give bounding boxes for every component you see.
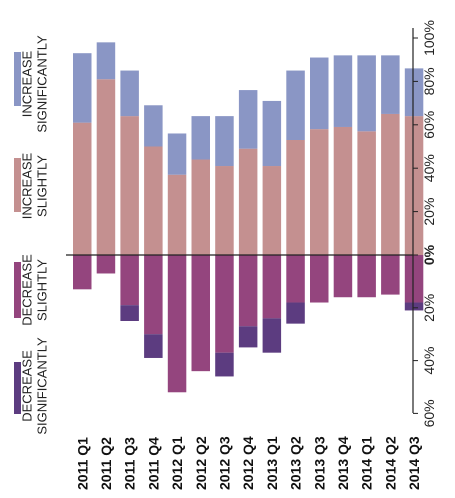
x-tick-label-2012-q4: 2012 Q4 — [240, 436, 256, 490]
bar-decrease-slightly-2013-q3 — [310, 255, 329, 303]
x-tick-label-2013-q4: 2013 Q4 — [335, 436, 351, 490]
bar-increase-slightly-2011-q1 — [73, 122, 92, 255]
bar-decrease-significantly-2013-q2 — [286, 302, 305, 324]
bars-layer — [73, 42, 424, 393]
x-tick-label-2013-q1: 2013 Q1 — [264, 436, 280, 490]
bar-decrease-slightly-2011-q4 — [144, 255, 163, 335]
bar-increase-slightly-2013-q4 — [333, 126, 353, 255]
bar-decrease-slightly-2013-q2 — [286, 255, 305, 303]
y-tick-label-20-down: 20% — [421, 294, 437, 322]
bar-decrease-significantly-2014-q3 — [404, 302, 424, 311]
bar-increase-significantly-2013-q2 — [286, 70, 305, 140]
bar-increase-significantly-2013-q4 — [333, 55, 353, 127]
y-tick-label-0-up: 0% — [421, 244, 437, 265]
bar-decrease-significantly-2011-q3 — [120, 305, 139, 321]
legend-label-decrease-slightly-1: SLIGHTLY — [35, 259, 50, 321]
bar-decrease-slightly-2014-q2 — [381, 255, 400, 295]
bar-increase-slightly-2011-q2 — [96, 79, 116, 255]
bar-decrease-slightly-2013-q4 — [333, 255, 353, 298]
bar-increase-significantly-2011-q2 — [96, 42, 116, 80]
bar-increase-significantly-2011-q1 — [73, 53, 92, 123]
x-tick-label-2012-q2: 2012 Q2 — [193, 436, 209, 490]
bar-increase-slightly-2013-q3 — [310, 129, 329, 255]
bar-increase-significantly-2011-q3 — [120, 70, 139, 117]
bar-decrease-significantly-2012-q4 — [238, 326, 258, 348]
bar-increase-significantly-2012-q4 — [238, 90, 258, 149]
x-labels-layer: 2011 Q1 2011 Q2 2011 Q3 2011 Q4 2012 Q1 2012 … — [74, 436, 422, 490]
legend-label-decrease-significantly-1: SIGNIFICANTLY — [35, 337, 50, 435]
bar-increase-slightly-2012-q4 — [238, 148, 258, 255]
bar-decrease-slightly-2012-q1 — [167, 255, 187, 393]
bar-decrease-slightly-2014-q1 — [357, 255, 376, 298]
bar-increase-slightly-2011-q3 — [120, 116, 139, 256]
bar-increase-slightly-2012-q2 — [191, 159, 210, 255]
y-tick-label-40-up: 40% — [421, 154, 437, 182]
bar-increase-significantly-2013-q3 — [310, 57, 329, 130]
x-tick-label-2011-q1: 2011 Q1 — [74, 437, 90, 490]
y-tick-label-40-down: 40% — [421, 347, 437, 375]
x-tick-label-2014-q2: 2014 Q2 — [382, 436, 398, 490]
bar-increase-significantly-2011-q4 — [144, 105, 163, 147]
x-tick-label-2012-q3: 2012 Q3 — [216, 436, 232, 490]
axis-layer: 0% 20% 40% 60% 80% 100% 20% 40% 60% — [66, 20, 437, 427]
bar-decrease-significantly-2012-q3 — [215, 352, 234, 377]
bar-increase-slightly-2014-q3 — [404, 116, 424, 256]
bar-increase-slightly-2011-q4 — [144, 146, 163, 255]
bar-increase-significantly-2012-q1 — [167, 133, 187, 175]
x-tick-label-2014-q1: 2014 Q1 — [359, 436, 375, 490]
bar-decrease-significantly-2011-q4 — [144, 334, 163, 358]
bar-decrease-slightly-2014-q3 — [404, 255, 424, 303]
bar-decrease-slightly-2012-q3 — [215, 255, 234, 353]
bar-increase-slightly-2013-q1 — [262, 166, 282, 255]
bar-increase-significantly-2012-q2 — [191, 116, 210, 160]
bar-increase-significantly-2014-q1 — [357, 55, 376, 132]
x-tick-label-2011-q3: 2011 Q3 — [122, 437, 138, 490]
legend-label-increase-significantly-0: INCREASE — [20, 50, 35, 117]
bar-decrease-significantly-2013-q1 — [262, 318, 282, 353]
bar-increase-slightly-2013-q2 — [286, 139, 305, 255]
bar-increase-slightly-2014-q2 — [381, 113, 400, 255]
legend-swatch-decrease-significantly — [14, 362, 21, 414]
bar-increase-significantly-2014-q2 — [381, 55, 400, 114]
x-tick-label-2011-q2: 2011 Q2 — [98, 437, 114, 490]
bar-increase-slightly-2012-q1 — [167, 174, 187, 255]
bar-increase-slightly-2012-q3 — [215, 166, 234, 255]
legend-label-decrease-slightly-0: DECREASE — [20, 254, 35, 326]
x-tick-label-2014-q3: 2014 Q3 — [406, 436, 422, 490]
y-tick-label-20-up: 20% — [421, 198, 437, 226]
legend-label-increase-slightly-1: SLIGHTLY — [35, 155, 50, 217]
bar-increase-significantly-2013-q1 — [262, 100, 282, 167]
legend-swatch-decrease-slightly — [14, 262, 21, 318]
x-tick-label-2012-q1: 2012 Q1 — [169, 436, 185, 490]
x-tick-label-2011-q4: 2011 Q4 — [145, 437, 161, 490]
bar-decrease-slightly-2012-q2 — [191, 255, 210, 372]
x-tick-label-2013-q2: 2013 Q2 — [288, 436, 304, 490]
legend-swatch-increase-significantly — [14, 52, 21, 106]
bar-decrease-slightly-2013-q1 — [262, 255, 282, 319]
legend-label-decrease-significantly-0: DECREASE — [20, 350, 35, 422]
bar-decrease-slightly-2011-q3 — [120, 255, 139, 306]
y-tick-label-80-up: 80% — [421, 67, 437, 95]
bar-increase-significantly-2014-q3 — [404, 68, 424, 117]
y-tick-label-100-up: 100% — [421, 20, 437, 56]
bar-decrease-slightly-2012-q4 — [238, 255, 258, 327]
legend-label-increase-slightly-0: INCREASE — [20, 152, 35, 219]
legend-label-increase-significantly-1: SIGNIFICANTLY — [35, 35, 50, 133]
y-tick-label-60-down: 60% — [421, 399, 437, 427]
bar-decrease-slightly-2011-q1 — [73, 255, 92, 290]
x-tick-label-2013-q3: 2013 Q3 — [311, 436, 327, 490]
y-tick-label-60-up: 60% — [421, 111, 437, 139]
bar-increase-slightly-2014-q1 — [357, 131, 376, 255]
bar-decrease-slightly-2011-q2 — [96, 255, 116, 274]
legend-swatch-increase-slightly — [14, 158, 21, 212]
bar-increase-significantly-2012-q3 — [215, 116, 234, 167]
